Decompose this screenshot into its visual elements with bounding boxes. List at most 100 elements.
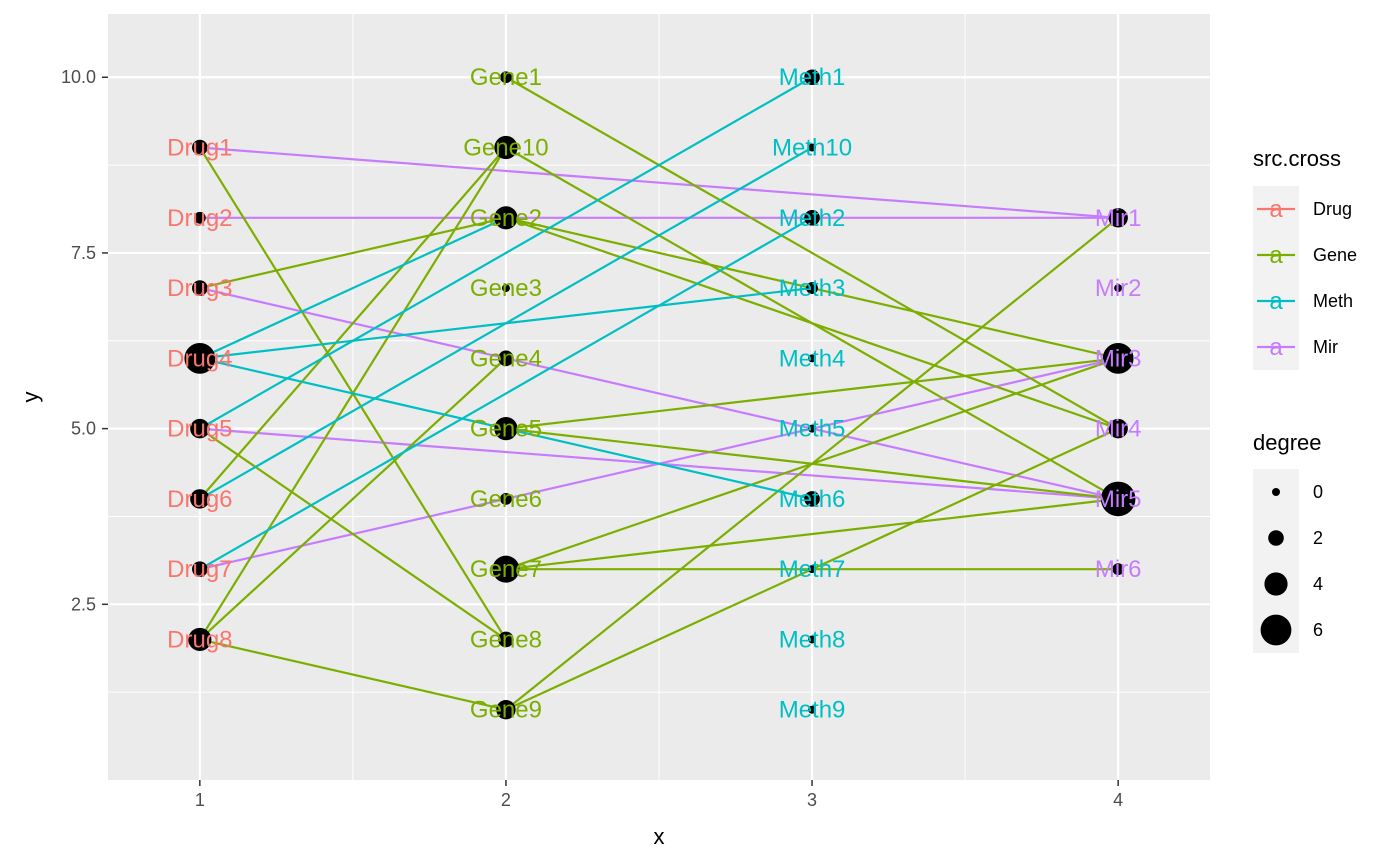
y-tick-label: 2.5 [71, 594, 96, 614]
legend-label: Meth [1313, 291, 1353, 311]
node-label: Drug3 [167, 275, 232, 302]
node-point [1108, 418, 1128, 439]
node-label: Gene7 [470, 556, 542, 583]
node-label: Mir2 [1095, 275, 1142, 302]
network-edge [505, 357, 1119, 430]
legend-color-title: src.cross [1253, 146, 1341, 171]
node-label: Mir3 [1095, 345, 1142, 372]
network-edge [505, 216, 1119, 711]
node-point [1112, 563, 1125, 576]
node-point [190, 418, 210, 439]
node-point [190, 489, 210, 509]
node-label: Meth4 [779, 345, 846, 372]
node-point [193, 211, 206, 224]
legend-size-items: 0 2 4 6 [1253, 469, 1323, 653]
node-label: Meth5 [779, 416, 846, 443]
node-label: Gene2 [470, 205, 542, 232]
legend-label: Drug [1313, 199, 1352, 219]
node-point [806, 282, 818, 294]
node-label: Drug5 [167, 416, 232, 443]
node-point [192, 561, 208, 577]
network-edge [199, 146, 507, 500]
node-point [498, 350, 514, 367]
x-tick-label: 1 [195, 790, 205, 810]
node-point [501, 284, 510, 293]
legend: src.cross a Drug a Gene a Meth a Mir degree 0 2 4… [1253, 146, 1357, 653]
network-edge [505, 497, 1119, 571]
node-point [498, 631, 514, 648]
node-label: Drug1 [167, 135, 232, 162]
node-point [192, 139, 208, 156]
node-label: Gene6 [470, 486, 542, 513]
legend-label: 0 [1313, 482, 1323, 502]
node-point [1102, 342, 1134, 374]
node-point [808, 143, 817, 152]
y-tick-label: 7.5 [71, 243, 96, 263]
node-label: Drug4 [167, 345, 232, 372]
node-label: Drug6 [167, 486, 232, 513]
legend-key-glyph: a [1269, 242, 1283, 269]
node-label: Gene4 [470, 345, 542, 372]
node-point [1100, 481, 1136, 517]
node-point [808, 635, 817, 644]
legend-size-point [1260, 614, 1292, 646]
node-label: Meth8 [779, 626, 846, 653]
legend-label: 6 [1313, 620, 1323, 640]
node-label: Meth7 [779, 556, 846, 583]
node-label: Gene9 [470, 697, 542, 724]
network-edge [199, 146, 813, 500]
x-tick-label: 3 [807, 790, 817, 810]
x-axis-title: x [654, 824, 665, 849]
legend-size-point [1268, 530, 1284, 546]
node-label: Meth6 [779, 486, 846, 513]
network-edge [199, 216, 813, 571]
node-label: Drug7 [167, 556, 232, 583]
y-axis-title: y [18, 392, 43, 403]
node-label: Mir1 [1095, 205, 1142, 232]
node-point [500, 492, 512, 505]
x-tick-label: 2 [501, 790, 511, 810]
legend-label: 2 [1313, 528, 1323, 548]
legend-label: Gene [1313, 245, 1357, 265]
node-point [494, 135, 518, 160]
node-point [492, 555, 520, 583]
node-point [500, 71, 512, 84]
legend-key-glyph: a [1269, 334, 1283, 361]
edge-layer [198, 76, 1119, 711]
node-label: Mir6 [1095, 556, 1142, 583]
node-point [808, 705, 817, 714]
node-label: Gene5 [470, 416, 542, 443]
network-edge [199, 216, 507, 360]
node-label: Gene8 [470, 626, 542, 653]
legend-color-items: a Drug a Gene a Meth a Mir [1253, 186, 1357, 370]
network-edge [199, 638, 507, 711]
x-tick-label: 4 [1113, 790, 1123, 810]
node-point [808, 354, 817, 363]
node-point [494, 206, 518, 230]
node-point [1108, 208, 1128, 228]
node-point [184, 342, 216, 374]
legend-label: Mir [1313, 337, 1338, 357]
network-edge [199, 76, 813, 430]
y-tick-label: 5.0 [71, 419, 96, 439]
node-point [496, 700, 516, 720]
legend-size-point [1272, 488, 1280, 496]
node-label: Meth9 [779, 697, 846, 724]
node-label: Drug8 [167, 626, 232, 653]
node-label-layer: Drug1 Drug2 Drug3 Drug4 Drug5 Drug6 Drug7 Drug8… [167, 64, 1141, 723]
point-layer [184, 69, 1136, 720]
node-point [188, 627, 212, 652]
legend-size-point [1264, 572, 1288, 596]
node-label: Gene10 [463, 135, 548, 162]
network-edge [199, 427, 507, 641]
axis-layer: 1 2 3 4 2.5 5.0 7.5 10.0 [61, 67, 1123, 810]
node-point [804, 491, 820, 507]
y-tick-label: 10.0 [61, 67, 96, 87]
network-edge [199, 146, 1119, 219]
node-label: Drug2 [167, 205, 232, 232]
legend-label: 4 [1313, 574, 1323, 594]
node-point [494, 417, 518, 441]
node-label: Mir4 [1095, 416, 1142, 443]
